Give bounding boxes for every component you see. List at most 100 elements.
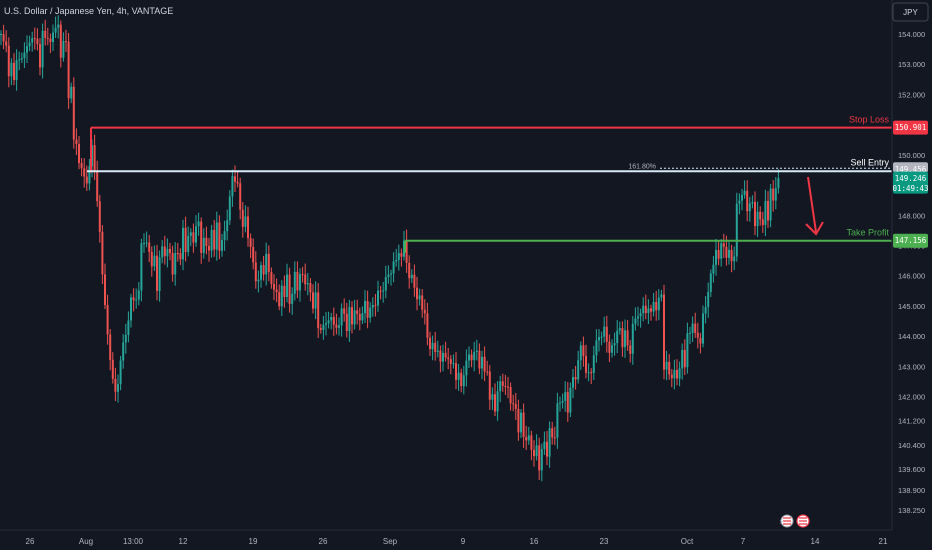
candle-body [288, 274, 291, 304]
candle [247, 206, 249, 247]
candle-body [689, 332, 691, 334]
candle [761, 211, 764, 233]
candle-body [410, 274, 413, 279]
candle [166, 238, 169, 268]
candle [629, 339, 632, 363]
candle [665, 350, 668, 381]
candle [416, 276, 418, 311]
time-axis[interactable] [0, 530, 932, 550]
candle-body [314, 292, 317, 309]
candle [546, 430, 548, 466]
candle-body [647, 308, 650, 313]
candle-body [748, 203, 751, 212]
candle [735, 192, 738, 262]
current-price-box-text: 01:49:43 [892, 184, 928, 193]
candle-body [270, 271, 273, 284]
candle [114, 367, 117, 402]
candle [215, 211, 218, 261]
candle [587, 363, 590, 382]
price-tick-label: 154.000 [898, 30, 925, 39]
candle [395, 248, 398, 267]
candle [442, 344, 444, 372]
candle-body [244, 216, 247, 227]
candle [132, 288, 135, 312]
price-tick-label: 139.600 [898, 465, 925, 474]
candle-body [200, 221, 203, 253]
sell-entry-level[interactable]: 161.80% Sell Entry [87, 157, 892, 173]
candle-body [163, 246, 166, 257]
candle [0, 30, 2, 46]
price-axis[interactable] [892, 0, 932, 530]
candle-body [663, 294, 665, 370]
candle-body [111, 359, 114, 379]
candle-body [436, 350, 439, 352]
candle [470, 349, 473, 368]
candle [163, 235, 166, 265]
candle [694, 312, 697, 338]
take-profit-level[interactable]: Take Profit [404, 228, 892, 253]
candle [499, 375, 502, 403]
candle-body [392, 261, 395, 274]
candle [756, 201, 759, 238]
candle-body [332, 316, 335, 325]
candle [462, 365, 465, 395]
candle [327, 311, 330, 329]
candle [572, 368, 574, 399]
candle-body [637, 316, 639, 319]
candle [312, 284, 314, 314]
time-tick-label: Aug [79, 537, 93, 546]
candle [174, 242, 177, 286]
candle [374, 293, 377, 317]
candle [153, 245, 156, 271]
price-tick-label: 150.000 [898, 151, 925, 160]
candle [223, 220, 226, 251]
candle-body [522, 412, 525, 438]
stop-loss-level[interactable]: Stop Loss [90, 115, 892, 173]
candle [530, 430, 533, 461]
currency-button[interactable]: JPY [892, 2, 929, 22]
candle-body [7, 45, 10, 77]
candle-body [460, 372, 463, 387]
candle [85, 165, 88, 191]
candle [70, 82, 73, 104]
candle [366, 290, 369, 329]
candle-body [457, 372, 460, 380]
candle [275, 278, 278, 303]
candle [603, 316, 606, 343]
candle-body [535, 445, 538, 457]
candle-body [57, 24, 60, 28]
candle [364, 290, 366, 324]
candle [434, 331, 437, 361]
candle [624, 319, 626, 358]
candle-body [239, 183, 242, 210]
candle-body [72, 86, 75, 140]
candle-body [340, 308, 343, 326]
candle-body [577, 360, 580, 380]
candle-body [764, 200, 767, 225]
candle-body [616, 330, 619, 344]
economic-event-icons[interactable]: ⚡ [779, 514, 810, 528]
take-profit-price-box-text: 147.156 [895, 236, 927, 245]
candle-body [418, 295, 421, 300]
candle-body [754, 202, 756, 227]
candle-body [670, 374, 673, 379]
candle [319, 323, 322, 334]
candle-body [517, 408, 520, 433]
stop-loss-label: Stop Loss [849, 115, 890, 125]
candle [613, 332, 616, 356]
candle-body [735, 203, 738, 257]
candle [520, 409, 522, 439]
candle [457, 363, 460, 391]
candle-body [668, 361, 671, 375]
candle-body [132, 297, 135, 301]
candle-body [189, 232, 192, 236]
price-tick-label: 153.000 [898, 60, 925, 69]
candle-body [751, 202, 754, 204]
candle-body [23, 52, 26, 59]
candle [590, 368, 593, 385]
candle-body [408, 262, 411, 279]
candle [704, 296, 707, 324]
candle-body [707, 291, 710, 308]
candle-body [356, 310, 359, 314]
